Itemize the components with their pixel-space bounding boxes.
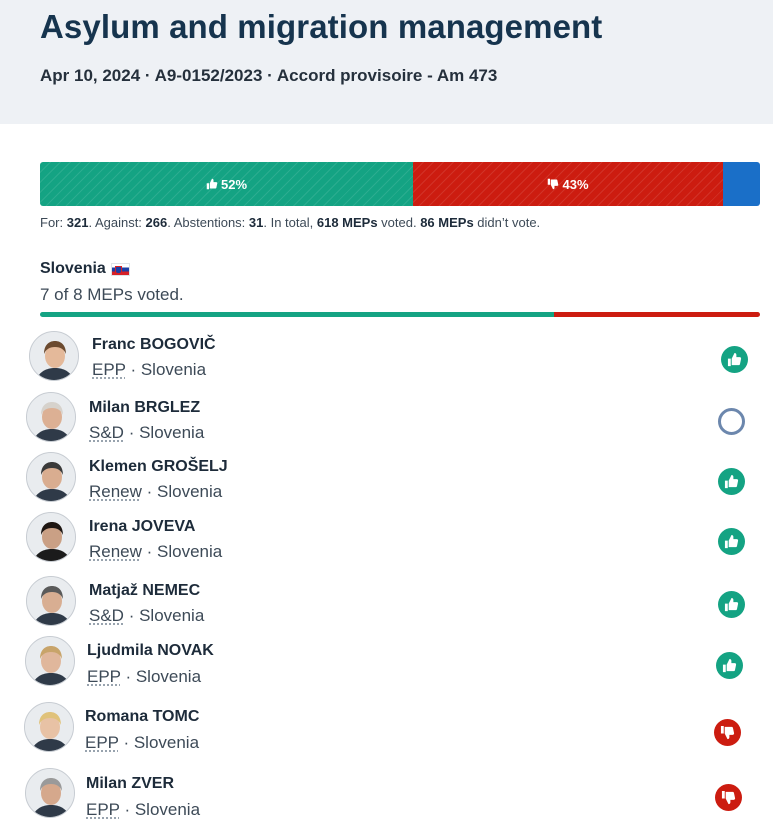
mep-row[interactable]: Irena JOVEVA Renew · Slovenia xyxy=(0,512,773,572)
political-group[interactable]: S&D xyxy=(89,423,124,442)
mep-name[interactable]: Milan BRGLEZ xyxy=(89,399,201,416)
mep-meta: EPP · Slovenia xyxy=(92,360,207,379)
portrait-image xyxy=(30,332,78,380)
mep-name[interactable]: Franc BOGOVIČ xyxy=(92,336,216,353)
against-segment[interactable]: 43% xyxy=(413,162,723,206)
mep-name[interactable]: Matjaž NEMEC xyxy=(89,582,201,599)
mep-country: Slovenia xyxy=(139,606,205,625)
vote-position-icon xyxy=(718,528,745,555)
slovenia-flag-icon xyxy=(110,262,130,276)
portrait-image xyxy=(27,577,75,625)
political-group[interactable]: Renew xyxy=(89,542,142,561)
mep-meta: S&D · Slovenia xyxy=(89,606,205,625)
mep-avatar[interactable] xyxy=(26,576,76,626)
mep-meta: S&D · Slovenia xyxy=(89,423,205,442)
not-voted-count: 86 MEPs xyxy=(420,215,474,230)
vote-position-icon xyxy=(721,346,748,373)
vote-stats: For: 321. Against: 266. Abstentions: 31.… xyxy=(40,215,541,230)
vote-position-icon xyxy=(714,719,741,746)
country-heading: Slovenia xyxy=(40,260,130,278)
vote-position-icon xyxy=(718,591,745,618)
mep-row[interactable]: Franc BOGOVIČ EPP · Slovenia xyxy=(0,331,773,391)
thumbs-down-icon xyxy=(548,178,559,190)
mep-name[interactable]: Romana TOMC xyxy=(85,708,200,725)
thumbs-down-icon xyxy=(721,790,736,805)
thumbs-up-icon xyxy=(727,352,742,367)
mep-row[interactable]: Klemen GROŠELJ Renew · Slovenia xyxy=(0,452,773,512)
mep-name[interactable]: Klemen GROŠELJ xyxy=(89,458,228,475)
thumbs-up-icon xyxy=(724,534,739,549)
abstention-segment[interactable] xyxy=(723,162,760,206)
page-title: Asylum and migration management xyxy=(40,8,603,45)
political-group[interactable]: S&D xyxy=(89,606,124,625)
vote-result-bar: 52% 43% xyxy=(40,162,760,206)
mep-name[interactable]: Milan ZVER xyxy=(86,775,175,792)
mep-row[interactable]: Milan BRGLEZ S&D · Slovenia xyxy=(0,392,773,452)
mep-avatar[interactable] xyxy=(25,768,75,818)
for-segment[interactable]: 52% xyxy=(40,162,413,206)
against-count: 266 xyxy=(145,215,168,230)
mep-country: Slovenia xyxy=(133,733,200,752)
thumbs-down-icon xyxy=(720,725,735,740)
mep-meta: Renew · Slovenia xyxy=(89,482,223,501)
mep-name[interactable]: Ljudmila NOVAK xyxy=(87,642,214,659)
against-percent-label: 43% xyxy=(562,176,589,192)
country-for-segment xyxy=(40,312,554,317)
portrait-image xyxy=(25,703,73,751)
vote-subtitle: Apr 10, 2024 · A9-0152/2023 · Accord pro… xyxy=(40,66,498,85)
mep-row[interactable]: Romana TOMC EPP · Slovenia xyxy=(0,702,773,762)
voted-count: 618 MEPs xyxy=(316,215,378,230)
political-group[interactable]: Renew xyxy=(89,482,142,501)
mep-row[interactable]: Ljudmila NOVAK EPP · Slovenia xyxy=(0,636,773,696)
country-result-bar xyxy=(40,312,760,317)
mep-country: Slovenia xyxy=(140,360,207,379)
mep-country: Slovenia xyxy=(134,800,201,819)
mep-country: Slovenia xyxy=(157,482,223,501)
portrait-image xyxy=(26,769,74,817)
country-against-segment xyxy=(554,312,760,317)
mep-meta: EPP · Slovenia xyxy=(85,733,200,752)
mep-meta: EPP · Slovenia xyxy=(87,667,202,686)
page-header: Asylum and migration management Apr 10, … xyxy=(0,0,773,124)
for-percent-label: 52% xyxy=(220,176,248,192)
political-group[interactable]: EPP xyxy=(92,360,126,379)
portrait-image xyxy=(27,453,75,501)
mep-meta: Renew · Slovenia xyxy=(89,542,223,561)
mep-country: Slovenia xyxy=(135,667,202,686)
thumbs-up-icon xyxy=(722,658,737,673)
mep-avatar[interactable] xyxy=(25,636,75,686)
country-name: Slovenia xyxy=(40,260,106,277)
abstention-count: 31 xyxy=(248,215,264,230)
for-count: 321 xyxy=(66,215,89,230)
mep-meta: EPP · Slovenia xyxy=(86,800,201,819)
mep-avatar[interactable] xyxy=(29,331,79,381)
thumbs-up-icon xyxy=(724,597,739,612)
mep-avatar[interactable] xyxy=(24,702,74,752)
mep-avatar[interactable] xyxy=(26,512,76,562)
mep-country: Slovenia xyxy=(139,423,205,442)
country-summary: 7 of 8 MEPs voted. xyxy=(40,285,184,304)
portrait-image xyxy=(27,393,75,441)
vote-position-icon xyxy=(718,468,745,495)
portrait-image xyxy=(26,637,74,685)
portrait-image xyxy=(27,513,75,561)
political-group[interactable]: EPP xyxy=(85,733,119,752)
mep-row[interactable]: Matjaž NEMEC S&D · Slovenia xyxy=(0,576,773,636)
vote-position-icon xyxy=(716,652,743,679)
mep-avatar[interactable] xyxy=(26,392,76,442)
thumbs-up-icon xyxy=(724,474,739,489)
political-group[interactable]: EPP xyxy=(86,800,120,819)
political-group[interactable]: EPP xyxy=(87,667,121,686)
mep-name[interactable]: Irena JOVEVA xyxy=(89,518,196,535)
mep-country: Slovenia xyxy=(157,542,223,561)
mep-avatar[interactable] xyxy=(26,452,76,502)
vote-position-icon xyxy=(718,408,745,435)
vote-position-icon xyxy=(715,784,742,811)
thumbs-up-icon xyxy=(206,178,218,190)
mep-row[interactable]: Milan ZVER EPP · Slovenia xyxy=(0,768,773,828)
